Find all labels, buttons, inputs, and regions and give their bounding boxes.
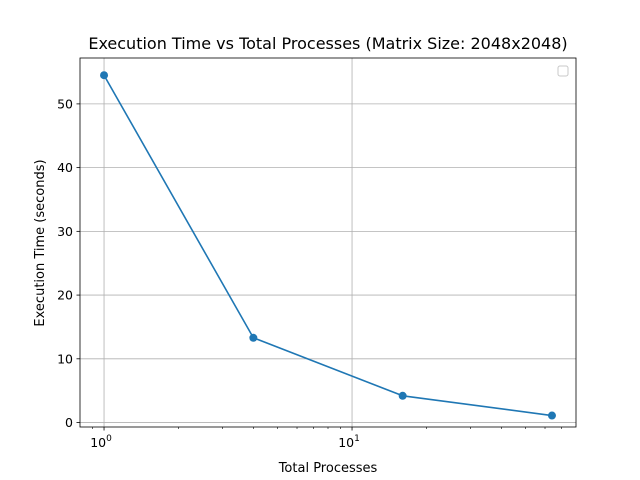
x-tick-base: 10 <box>90 435 106 450</box>
data-point <box>398 391 407 400</box>
data-point <box>100 71 109 80</box>
series-line <box>103 74 553 417</box>
plot-frame <box>79 57 577 428</box>
y-axis-label: Execution Time (seconds) <box>33 159 48 326</box>
y-tick-label: 30 <box>57 224 73 239</box>
grid-lines <box>80 58 576 427</box>
x-tick-exponent: 1 <box>354 434 360 444</box>
legend-box <box>557 65 569 77</box>
series-layer <box>100 71 556 420</box>
y-tick-label: 50 <box>57 96 73 111</box>
x-tick-label: 100 <box>90 434 112 450</box>
data-point <box>249 333 258 342</box>
x-tick-exponent: 0 <box>106 434 112 444</box>
y-tick-label: 0 <box>65 415 73 430</box>
x-tick-base: 10 <box>338 435 354 450</box>
x-tick-label: 101 <box>338 434 360 450</box>
y-tick-label: 40 <box>57 160 73 175</box>
y-tick-label: 10 <box>57 351 73 366</box>
chart-title: Execution Time vs Total Processes (Matri… <box>88 34 567 53</box>
x-axis-label: Total Processes <box>278 461 378 476</box>
data-point <box>547 411 556 420</box>
y-tick-label: 20 <box>57 288 73 303</box>
